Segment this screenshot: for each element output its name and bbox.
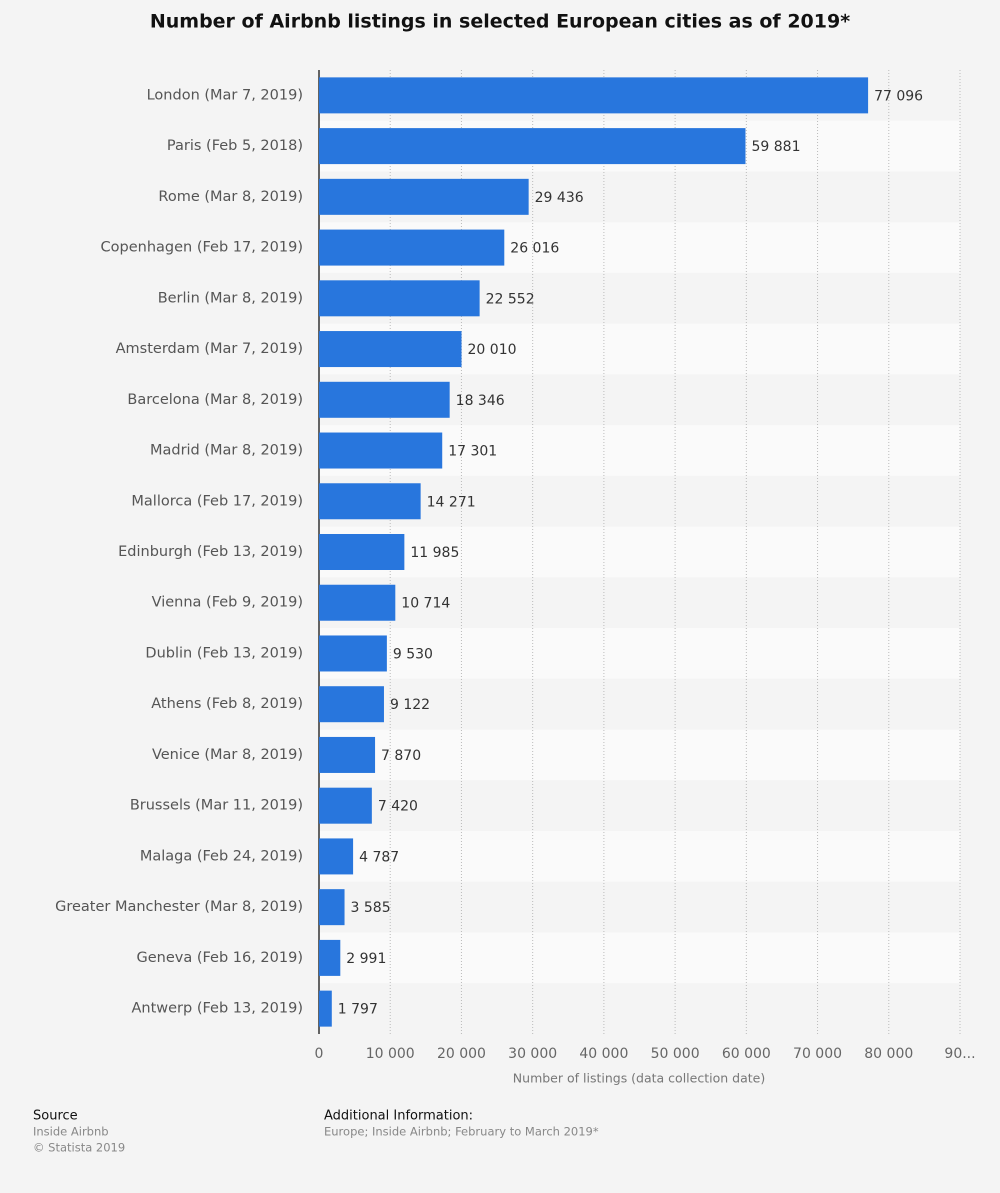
value-label: 11 985	[410, 545, 459, 561]
value-label: 1 797	[338, 1002, 378, 1018]
row-stripe	[319, 577, 960, 629]
bar	[319, 990, 332, 1027]
category-label: London (Mar 7, 2019)	[147, 87, 303, 103]
info-heading: Additional Information:	[324, 1109, 473, 1124]
bar	[319, 331, 462, 368]
x-tick-label: 50 000	[651, 1046, 700, 1062]
value-label: 9 530	[393, 646, 433, 662]
bar	[319, 77, 869, 114]
category-label: Athens (Feb 8, 2019)	[151, 696, 303, 712]
bar	[319, 432, 443, 469]
value-label: 4 787	[359, 849, 399, 865]
info-text: Europe; Inside Airbnb; February to March…	[324, 1125, 599, 1139]
bar	[319, 534, 405, 570]
source-line: Inside Airbnb	[33, 1125, 109, 1139]
bar	[319, 889, 345, 926]
x-axis-label: Number of listings (data collection date…	[513, 1071, 765, 1086]
bar	[319, 584, 396, 621]
category-label: Madrid (Mar 8, 2019)	[150, 443, 303, 459]
row-stripe	[319, 881, 960, 933]
x-tick-label: 70 000	[793, 1046, 842, 1062]
category-label: Copenhagen (Feb 17, 2019)	[101, 240, 303, 256]
row-stripe	[319, 983, 960, 1034]
x-tick-label: 80 000	[864, 1046, 913, 1062]
category-label: Berlin (Mar 8, 2019)	[158, 290, 303, 306]
row-stripe	[319, 780, 960, 832]
row-stripe	[319, 628, 960, 679]
category-label: Greater Manchester (Mar 8, 2019)	[55, 899, 303, 915]
bar	[319, 280, 480, 317]
value-label: 7 870	[381, 748, 421, 764]
value-label: 7 420	[378, 799, 418, 815]
bar	[319, 736, 376, 773]
value-label: 2 991	[346, 951, 386, 967]
value-label: 59 881	[751, 139, 800, 155]
bar	[319, 686, 384, 723]
category-label: Barcelona (Mar 8, 2019)	[127, 392, 303, 408]
x-tick-label: 0	[315, 1046, 324, 1062]
row-stripe	[319, 932, 960, 984]
value-label: 29 436	[535, 190, 584, 206]
x-tick-label: 90...	[944, 1046, 975, 1062]
bar	[319, 178, 529, 215]
category-label: Brussels (Mar 11, 2019)	[130, 798, 303, 814]
value-label: 20 010	[468, 342, 517, 358]
category-label: Amsterdam (Mar 7, 2019)	[116, 341, 303, 357]
source-line: © Statista 2019	[33, 1141, 125, 1155]
value-label: 10 714	[401, 596, 450, 612]
row-stripe	[319, 831, 960, 882]
value-label: 77 096	[874, 88, 923, 104]
x-tick-label: 30 000	[508, 1046, 557, 1062]
x-tick-label: 40 000	[579, 1046, 628, 1062]
category-label: Dublin (Feb 13, 2019)	[145, 645, 303, 661]
bar	[319, 939, 341, 976]
category-label: Mallorca (Feb 17, 2019)	[131, 493, 303, 509]
value-label: 17 301	[448, 444, 497, 460]
value-label: 18 346	[456, 393, 505, 409]
x-tick-label: 60 000	[722, 1046, 771, 1062]
category-label: Vienna (Feb 9, 2019)	[152, 595, 303, 611]
value-label: 26 016	[510, 241, 559, 257]
value-label: 22 552	[486, 291, 535, 307]
source-heading: Source	[33, 1109, 78, 1124]
category-label: Geneva (Feb 16, 2019)	[136, 950, 303, 966]
bar	[319, 838, 354, 875]
bar	[319, 229, 505, 266]
bar	[319, 483, 421, 520]
x-tick-label: 20 000	[437, 1046, 486, 1062]
x-tick-label: 10 000	[366, 1046, 415, 1062]
row-stripe	[319, 729, 960, 781]
bar	[319, 635, 387, 672]
category-label: Malaga (Feb 24, 2019)	[140, 848, 303, 864]
row-stripe	[319, 475, 960, 527]
category-label: Antwerp (Feb 13, 2019)	[131, 1001, 303, 1017]
bar	[319, 381, 450, 418]
row-stripe	[319, 526, 960, 578]
bar	[319, 787, 372, 824]
bar	[319, 128, 746, 165]
category-label: Rome (Mar 8, 2019)	[158, 189, 303, 205]
value-label: 3 585	[351, 900, 391, 916]
row-stripe	[319, 678, 960, 730]
category-label: Venice (Mar 8, 2019)	[152, 747, 303, 763]
value-label: 9 122	[390, 697, 430, 713]
value-label: 14 271	[427, 494, 476, 510]
category-label: Edinburgh (Feb 13, 2019)	[118, 544, 303, 560]
category-label: Paris (Feb 5, 2018)	[167, 138, 303, 154]
chart-title: Number of Airbnb listings in selected Eu…	[150, 11, 850, 33]
